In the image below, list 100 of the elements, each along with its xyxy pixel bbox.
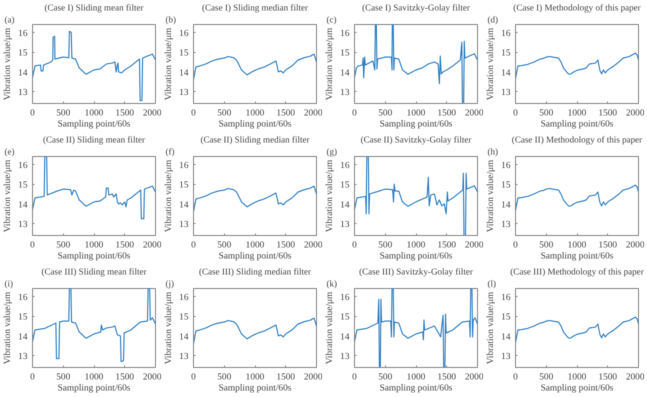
chart-title: (Case I) Methodology of this paper [513, 2, 641, 12]
x-tick-label: 0 [513, 240, 518, 250]
x-axis-title: Sampling point/60s [218, 252, 292, 262]
y-tick-label: 14 [18, 200, 28, 210]
x-tick-label: 1500 [276, 108, 296, 118]
text: (f) [166, 146, 175, 156]
y-tick-label: 13 [340, 88, 350, 98]
x-tick-label: 2000 [304, 240, 323, 250]
y-axis-title: Vibration value/μm [3, 290, 14, 364]
text: (d) [488, 14, 498, 24]
y-tick-label: 15 [18, 48, 28, 59]
x-tick-label: 1000 [246, 372, 265, 382]
x-tick-label: 1500 [115, 108, 134, 118]
y-tick-label: 15 [179, 48, 189, 59]
y-axis-title: Vibration value/μm [164, 290, 174, 364]
y-axis-title: Vibration value/μm [164, 158, 174, 232]
y-tick-label: 14 [340, 332, 350, 342]
y-tick-label: 14 [340, 68, 350, 78]
y-tick-label: 13 [179, 220, 189, 230]
y-tick-label: 14 [501, 332, 511, 342]
y-tick-label: 15 [18, 180, 28, 191]
x-tick-label: 0 [513, 108, 518, 118]
y-tick-label: 16 [18, 28, 28, 39]
x-tick-label: 500 [539, 108, 554, 118]
chart-title: (Case I) Sliding mean filter [44, 2, 144, 12]
chart-title: (Case III) Savitzky-Golay filter [359, 266, 473, 276]
x-axis-title: Sampling point/60s [380, 384, 453, 394]
x-axis-title: Sampling point/60s [540, 384, 614, 394]
x-tick-label: 2000 [626, 372, 645, 382]
y-tick-label: 15 [340, 312, 350, 323]
y-tick-label: 14 [501, 200, 511, 210]
y-tick-label: 16 [18, 292, 28, 303]
x-tick-label: 1000 [568, 372, 587, 382]
x-tick-label: 1000 [406, 108, 426, 118]
y-axis-title: Vibration value/μm [486, 290, 496, 364]
x-tick-label: 2000 [142, 372, 162, 382]
x-tick-label: 2000 [464, 108, 484, 118]
x-tick-label: 0 [191, 372, 196, 382]
y-tick-label: 16 [501, 160, 511, 171]
x-tick-label: 2000 [626, 240, 645, 250]
y-tick-label: 15 [179, 180, 189, 191]
y-axis-title: Vibration value/μm [325, 158, 336, 232]
text: (g) [326, 146, 338, 156]
x-axis-title: Sampling point/60s [58, 384, 131, 394]
x-tick-label: 1500 [276, 240, 296, 250]
y-axis-title: Vibration value/μm [486, 158, 496, 232]
chart-title: (Case II) Savitzky-Golay filter [360, 134, 472, 144]
text: (b) [166, 14, 176, 24]
x-tick-label: 500 [217, 372, 232, 382]
y-tick-label: 13 [501, 220, 511, 230]
y-axis-title: Vibration value/μm [164, 26, 174, 100]
x-tick-label: 0 [513, 372, 518, 382]
x-tick-label: 500 [217, 240, 232, 250]
x-axis-title: Sampling point/60s [218, 120, 292, 130]
x-axis-title: Sampling point/60s [58, 252, 131, 262]
y-tick-label: 14 [179, 332, 189, 342]
x-tick-label: 500 [539, 372, 554, 382]
chart-title: (Case III) Sliding mean filter [41, 266, 147, 276]
y-axis-title: Vibration value/μm [3, 26, 14, 100]
y-tick-label: 13 [501, 88, 511, 98]
y-tick-label: 16 [18, 160, 28, 171]
x-axis-title: Sampling point/60s [218, 384, 292, 394]
x-tick-label: 2000 [304, 372, 323, 382]
x-axis-title: Sampling point/60s [58, 120, 131, 130]
chart-title: (Case II) Sliding mean filter [43, 134, 145, 144]
text: (i) [4, 278, 14, 288]
x-tick-label: 1000 [406, 372, 426, 382]
x-tick-label: 1500 [115, 372, 134, 382]
x-tick-label: 2000 [464, 240, 484, 250]
y-tick-label: 13 [179, 352, 189, 362]
x-tick-label: 0 [191, 108, 196, 118]
x-axis-title: Sampling point/60s [380, 252, 453, 262]
chart-title: (Case III) Sliding median filter [198, 266, 312, 276]
y-tick-label: 15 [501, 180, 511, 191]
x-tick-label: 1500 [437, 372, 456, 382]
y-tick-label: 15 [340, 180, 350, 191]
y-tick-label: 16 [340, 160, 350, 171]
x-tick-label: 500 [378, 240, 393, 250]
x-tick-label: 0 [30, 240, 36, 250]
y-tick-label: 15 [179, 312, 189, 323]
x-axis-title: Sampling point/60s [540, 120, 614, 130]
text: (e) [4, 146, 15, 156]
x-tick-label: 1500 [276, 372, 296, 382]
y-tick-label: 16 [340, 292, 350, 303]
text: (h) [488, 146, 498, 156]
x-tick-label: 0 [30, 372, 36, 382]
y-tick-label: 14 [340, 200, 350, 210]
chart-title: (Case III) Methodology of this paper [510, 266, 644, 276]
x-tick-label: 500 [378, 372, 393, 382]
x-tick-label: 0 [30, 108, 36, 118]
x-axis-title: Sampling point/60s [380, 120, 453, 130]
x-tick-label: 1500 [437, 108, 456, 118]
x-tick-label: 500 [217, 108, 232, 118]
x-tick-label: 1500 [115, 240, 134, 250]
y-tick-label: 13 [18, 220, 28, 230]
y-tick-label: 14 [179, 68, 189, 78]
y-tick-label: 15 [501, 312, 511, 323]
x-tick-label: 0 [352, 240, 358, 250]
y-tick-label: 16 [340, 28, 350, 39]
y-tick-label: 13 [501, 352, 511, 362]
